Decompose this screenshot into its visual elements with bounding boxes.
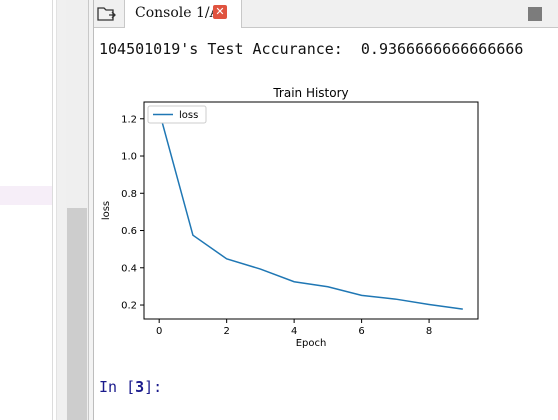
y-tick-label: 1.0 [121, 152, 137, 163]
chart-title: Train History [272, 86, 348, 100]
plot-figure: Train History 0 2 4 6 8 0.2 0.4 0.6 0.8 1.0 1.2 Epoc… [95, 78, 487, 360]
x-axis-label: Epoch [296, 338, 327, 349]
tab-console[interactable]: Console 1/A ✕ [124, 0, 242, 28]
y-tick-label: 0.4 [121, 263, 137, 274]
console-output-line: 104501019's Test Accurance: 0.9366666666… [99, 40, 524, 58]
editor-pane [0, 0, 56, 420]
editor-scrollbar-thumb[interactable] [67, 208, 87, 420]
prompt-prefix: In [ [99, 378, 136, 396]
prompt-suffix: ]: [144, 378, 163, 396]
editor-current-line [0, 186, 52, 205]
y-tick-label: 0.6 [121, 226, 137, 237]
x-tick-label: 0 [156, 326, 162, 337]
train-history-chart: Train History 0 2 4 6 8 0.2 0.4 0.6 0.8 1.0 1.2 Epoc… [101, 86, 479, 349]
console-prompt[interactable]: In [3]: [99, 378, 162, 396]
plot-frame [143, 101, 479, 320]
y-axis-label: loss [101, 201, 112, 220]
pane-splitter[interactable] [88, 0, 94, 420]
legend-entry: loss [179, 110, 198, 121]
prompt-number: 3 [135, 378, 145, 396]
close-icon[interactable]: ✕ [213, 5, 227, 19]
editor-edge-line [52, 0, 53, 420]
tab-console-label: Console 1/A [135, 5, 220, 21]
x-tick-label: 6 [358, 326, 364, 337]
y-tick-label: 0.2 [121, 301, 137, 312]
ipython-console[interactable]: 104501019's Test Accurance: 0.9366666666… [94, 28, 558, 420]
x-tick-label: 4 [291, 326, 297, 337]
editor-gutter [56, 0, 66, 420]
y-tick-label: 1.2 [121, 114, 137, 125]
options-square-icon[interactable] [528, 7, 542, 21]
y-tick-label: 0.8 [121, 189, 137, 200]
x-tick-label: 8 [426, 326, 432, 337]
legend-box [147, 105, 207, 124]
folder-tabs-icon[interactable] [96, 4, 118, 24]
x-tick-label: 2 [223, 326, 229, 337]
series-line-loss [158, 111, 463, 310]
